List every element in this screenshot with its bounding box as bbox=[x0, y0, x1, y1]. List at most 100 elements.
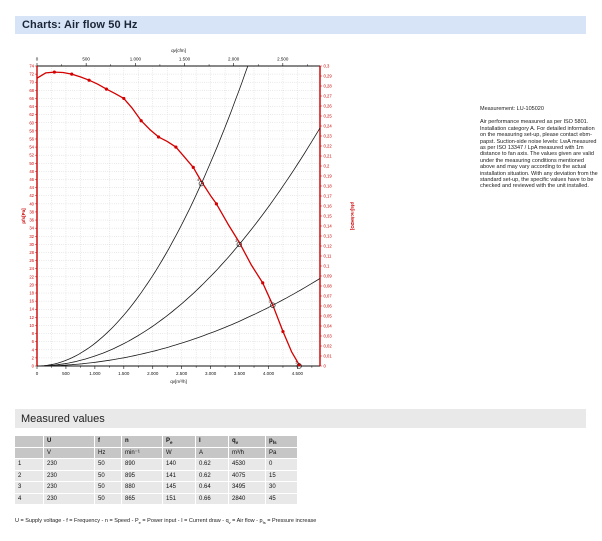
svg-text:18: 18 bbox=[29, 291, 34, 296]
table-cell: 0.66 bbox=[196, 493, 228, 504]
svg-text:1.000: 1.000 bbox=[89, 371, 101, 376]
svg-text:3.000: 3.000 bbox=[205, 371, 217, 376]
table-row: 3 230 50 880 145 0.64 3495 30 bbox=[15, 482, 297, 493]
svg-text:34: 34 bbox=[29, 226, 34, 231]
svg-text:qv[m³/h]: qv[m³/h] bbox=[170, 379, 187, 384]
table-header-cell bbox=[15, 436, 43, 447]
pressure-curve-marker bbox=[70, 72, 74, 76]
svg-text:0,06: 0,06 bbox=[324, 304, 333, 309]
svg-text:2.000: 2.000 bbox=[147, 371, 159, 376]
svg-text:0,25: 0,25 bbox=[324, 114, 333, 119]
table-header-cell: f bbox=[95, 436, 121, 447]
pressure-curve-marker bbox=[191, 165, 195, 169]
svg-text:0,28: 0,28 bbox=[324, 84, 333, 89]
section-header-charts: Charts: Air flow 50 Hz bbox=[15, 16, 586, 34]
svg-text:0,16: 0,16 bbox=[324, 204, 333, 209]
table-cell: 2840 bbox=[229, 493, 265, 504]
table-cell: 145 bbox=[163, 482, 195, 493]
svg-text:26: 26 bbox=[29, 258, 34, 263]
svg-text:32: 32 bbox=[29, 234, 34, 239]
svg-text:0,11: 0,11 bbox=[324, 254, 333, 259]
svg-text:36: 36 bbox=[29, 218, 34, 223]
svg-text:24: 24 bbox=[29, 266, 34, 271]
svg-text:0,05: 0,05 bbox=[324, 314, 333, 319]
svg-text:0,2: 0,2 bbox=[324, 164, 330, 169]
svg-text:68: 68 bbox=[29, 88, 34, 93]
svg-text:0: 0 bbox=[32, 364, 35, 369]
pressure-curve-path bbox=[36, 71, 300, 366]
table-cell: 890 bbox=[122, 459, 162, 470]
pressure-curve-marker bbox=[156, 135, 161, 139]
table-cell: 30 bbox=[266, 482, 297, 493]
svg-text:0,14: 0,14 bbox=[324, 224, 333, 229]
table-row: 4 230 50 865 151 0.66 2840 45 bbox=[15, 493, 297, 504]
table-cell: 4075 bbox=[229, 470, 265, 481]
svg-text:6: 6 bbox=[32, 339, 35, 344]
pressure-curve-marker bbox=[174, 145, 178, 149]
svg-text:500: 500 bbox=[62, 371, 70, 376]
table-cell: 1 bbox=[15, 459, 43, 470]
pressure-curve bbox=[36, 70, 301, 367]
svg-text:12: 12 bbox=[29, 315, 34, 320]
svg-text:72: 72 bbox=[29, 72, 34, 77]
svg-text:0: 0 bbox=[324, 364, 327, 369]
svg-text:66: 66 bbox=[29, 96, 34, 101]
svg-text:pfs[inchH2O]: pfs[inchH2O] bbox=[350, 202, 355, 231]
table-cell: 50 bbox=[95, 493, 121, 504]
svg-text:0,29: 0,29 bbox=[324, 74, 333, 79]
system-curve bbox=[36, 65, 249, 367]
svg-text:60: 60 bbox=[29, 120, 34, 125]
pressure-curve-marker bbox=[122, 96, 126, 101]
table-cell: 230 bbox=[44, 482, 94, 493]
pressure-curve-marker bbox=[104, 87, 109, 91]
svg-text:0,1: 0,1 bbox=[324, 264, 330, 269]
svg-text:3: 3 bbox=[235, 238, 238, 243]
svg-text:0,08: 0,08 bbox=[324, 284, 333, 289]
chart-top-axis: 0 500 1.000 1.500 2.000 2.500 qv[cfm] bbox=[36, 48, 308, 66]
svg-text:28: 28 bbox=[29, 250, 34, 255]
table-unit-cell: Hz bbox=[95, 447, 121, 458]
chart-bottom-axis: 0 500 1.000 1.500 2.000 2.500 3.000 3.500 4.000 4… bbox=[36, 366, 313, 384]
table-cell: 230 bbox=[44, 493, 94, 504]
measured-values-title: Measured values bbox=[21, 412, 105, 425]
table-cell: 15 bbox=[266, 470, 297, 481]
svg-text:50: 50 bbox=[29, 161, 34, 166]
measurement-id: Measurement: LU-105020 bbox=[480, 106, 544, 112]
table-cell: 0.62 bbox=[196, 459, 228, 470]
chart-left-axis: 0246810121416182022242628303234363840424… bbox=[21, 64, 37, 369]
svg-text:4.500: 4.500 bbox=[292, 371, 304, 376]
table-unit-cell: V bbox=[44, 447, 94, 458]
svg-text:1: 1 bbox=[295, 360, 298, 365]
svg-text:4.000: 4.000 bbox=[263, 371, 275, 376]
table-cell: 0.64 bbox=[196, 482, 228, 493]
operating-point-circle bbox=[236, 241, 242, 248]
pressure-curve-marker bbox=[87, 78, 91, 82]
svg-text:56: 56 bbox=[29, 136, 34, 141]
svg-text:46: 46 bbox=[29, 177, 34, 182]
svg-text:44: 44 bbox=[29, 185, 34, 190]
svg-text:42: 42 bbox=[29, 193, 34, 198]
table-cell: 50 bbox=[95, 470, 121, 481]
system-curve bbox=[37, 278, 321, 367]
table-cell: 141 bbox=[163, 470, 195, 481]
chart-axes bbox=[36, 65, 321, 367]
table-cell: 880 bbox=[122, 482, 162, 493]
pressure-curve-marker bbox=[52, 70, 56, 74]
svg-text:4: 4 bbox=[197, 177, 200, 182]
svg-text:40: 40 bbox=[29, 201, 34, 206]
table-unit-cell: W bbox=[163, 447, 195, 458]
svg-text:2: 2 bbox=[269, 299, 272, 304]
chart-grid bbox=[37, 66, 320, 366]
svg-text:64: 64 bbox=[29, 104, 34, 109]
svg-text:2.500: 2.500 bbox=[176, 371, 188, 376]
svg-text:0,26: 0,26 bbox=[324, 104, 333, 109]
svg-text:2.000: 2.000 bbox=[228, 57, 240, 62]
svg-text:0,21: 0,21 bbox=[324, 154, 333, 159]
operating-point-circle bbox=[296, 363, 302, 369]
pressure-curve-marker bbox=[214, 202, 219, 206]
table-row: 2 230 50 895 141 0.62 4075 15 bbox=[15, 470, 297, 481]
svg-text:1.500: 1.500 bbox=[179, 57, 191, 62]
table-cell: 0 bbox=[266, 459, 297, 470]
table-header-cell: Pe bbox=[163, 436, 195, 447]
svg-text:pfs[Pa]: pfs[Pa] bbox=[21, 208, 26, 224]
